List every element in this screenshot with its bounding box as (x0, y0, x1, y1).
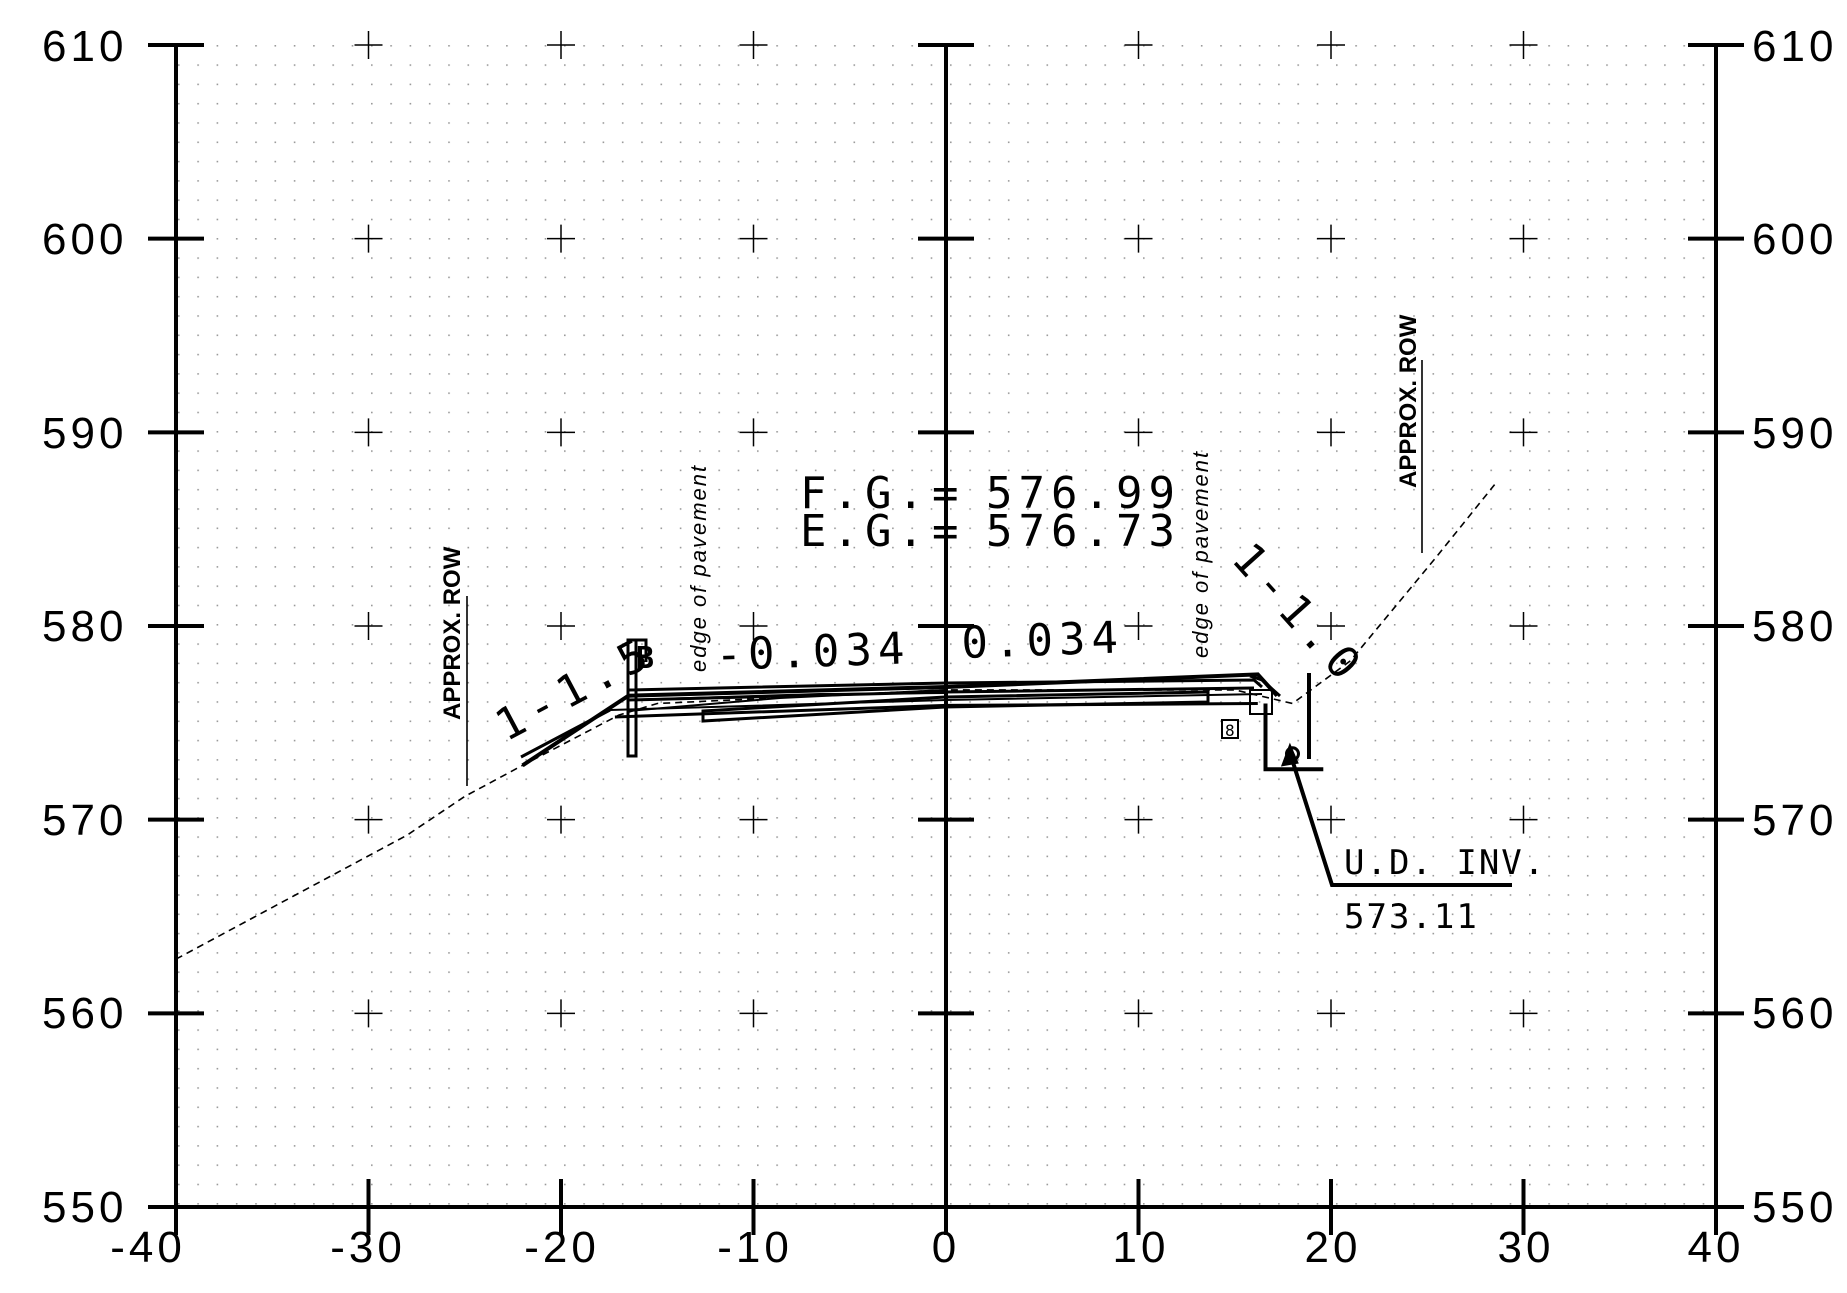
curb-edge-right (1249, 674, 1281, 698)
taper-line (627, 692, 947, 701)
marker-b: B (636, 641, 660, 676)
lane-slope-left: -0.034 (715, 623, 912, 681)
ud-leader-arrow (1280, 742, 1299, 767)
pavement-layer-line (627, 678, 1263, 692)
pavement-edge-label-right: edge of pavement (1188, 450, 1213, 658)
grid-cross (1317, 418, 1345, 447)
grid-cross (547, 224, 575, 253)
ud-inv-title: U.D. INV. (1344, 843, 1546, 883)
fg-label: F.G. (800, 468, 930, 519)
grid-crosses (354, 31, 1538, 1028)
side-slope-left-inner (520, 708, 611, 759)
grid-cross (354, 612, 383, 640)
grid-cross (1124, 805, 1153, 834)
small-mark-label: 8 (1225, 721, 1235, 740)
y-tick-label: 600 (1752, 215, 1837, 264)
y-tick-label: 600 (42, 215, 127, 264)
y-tick-label: 610 (42, 22, 127, 71)
grid-cross (547, 999, 575, 1028)
base-course-right (944, 690, 1210, 709)
y-tick-labels-right: 610 600 590 580 570 560 550 (1752, 22, 1837, 1232)
grid-cross (354, 999, 383, 1028)
y-tick-label: 560 (42, 989, 127, 1038)
x-tick-label: 10 (1113, 1223, 1170, 1272)
grid-cross (1509, 418, 1538, 447)
ud-callout (1280, 742, 1512, 887)
y-tick-label: 550 (42, 1183, 127, 1232)
guardrail-top (628, 638, 648, 662)
small-mark-box (1221, 719, 1239, 739)
grid-cross (739, 31, 768, 59)
grid-cross (739, 418, 768, 447)
grid-cross (1509, 224, 1538, 253)
y-tick-label: 560 (1752, 989, 1837, 1038)
x-tick-label: -30 (330, 1223, 406, 1272)
grid-cross (1509, 612, 1538, 640)
fg-value: 576.99 (986, 468, 1181, 519)
row-right: APPROX. ROW (1395, 314, 1423, 553)
eg-value: 576.73 (986, 506, 1181, 557)
roadway-section (520, 638, 1324, 772)
axis-ticks (148, 43, 1744, 1235)
grid-cross (1124, 612, 1153, 640)
y-tick-label: 570 (1752, 796, 1837, 845)
y-tick-labels-left: 610 600 590 580 570 560 550 (42, 22, 127, 1232)
elevation-annotations: F.G. = 576.99 E.G. = 576.73 (800, 468, 1181, 557)
row-right-label: APPROX. ROW (1395, 314, 1422, 488)
y-tick-label: 590 (42, 409, 127, 458)
grid-cross (1317, 31, 1345, 59)
grid-cross (1124, 224, 1153, 253)
eg-equals: = (932, 506, 965, 557)
x-tick-label: 30 (1498, 1223, 1555, 1272)
grid-cross (354, 224, 383, 253)
x-tick-label: 0 (932, 1223, 960, 1272)
x-tick-labels: -40 -30 -20 -10 0 10 20 30 40 (110, 1223, 1745, 1272)
row-left-label: APPROX. ROW (439, 546, 466, 720)
grid-cross (739, 999, 768, 1028)
grid-cross (739, 805, 768, 834)
grid-cross (354, 805, 383, 834)
x-tick-label: -40 (110, 1223, 186, 1272)
x-tick-label: -10 (717, 1223, 793, 1272)
y-tick-label: 580 (42, 602, 127, 651)
x-tick-label: -20 (524, 1223, 600, 1272)
grid-cross (1317, 224, 1345, 253)
x-tick-label: 40 (1688, 1223, 1745, 1272)
grid-cross (354, 418, 383, 447)
grid-cross (1317, 805, 1345, 834)
fg-equals: = (932, 468, 965, 519)
grid-cross (547, 31, 575, 59)
grid-cross (739, 612, 768, 640)
existing-ground-line (175, 484, 1496, 960)
y-tick-label: 590 (1752, 409, 1837, 458)
ud-inv-value: 573.11 (1344, 897, 1479, 937)
grid-cross (354, 31, 383, 59)
eg-label: E.G. (800, 506, 930, 557)
grid-cross (1509, 999, 1538, 1028)
grid-cross (1124, 999, 1153, 1028)
pavement-edge-label-left: edge of pavement (686, 464, 711, 672)
grid-cross (1317, 999, 1345, 1028)
row-left: APPROX. ROW (439, 546, 468, 786)
ud-leader-line (1288, 752, 1512, 887)
grid-cross (1509, 805, 1538, 834)
grid-cross (1124, 418, 1153, 447)
curb-block (1249, 689, 1273, 715)
grid-cross (1509, 31, 1538, 59)
grid-cross (739, 224, 768, 253)
grid-cross (547, 805, 575, 834)
y-tick-label: 610 (1752, 22, 1837, 71)
grid-cross (547, 418, 575, 447)
taper-line (627, 689, 947, 712)
y-tick-label: 550 (1752, 1183, 1837, 1232)
lane-slope-right: 0.034 (961, 612, 1125, 669)
x-tick-label: 20 (1305, 1223, 1362, 1272)
grid-cross (547, 612, 575, 640)
grid-cross (1124, 31, 1153, 59)
y-tick-label: 580 (1752, 602, 1837, 651)
y-tick-label: 570 (42, 796, 127, 845)
grid-cross (1317, 612, 1345, 640)
underdrain-trench (1263, 703, 1324, 772)
